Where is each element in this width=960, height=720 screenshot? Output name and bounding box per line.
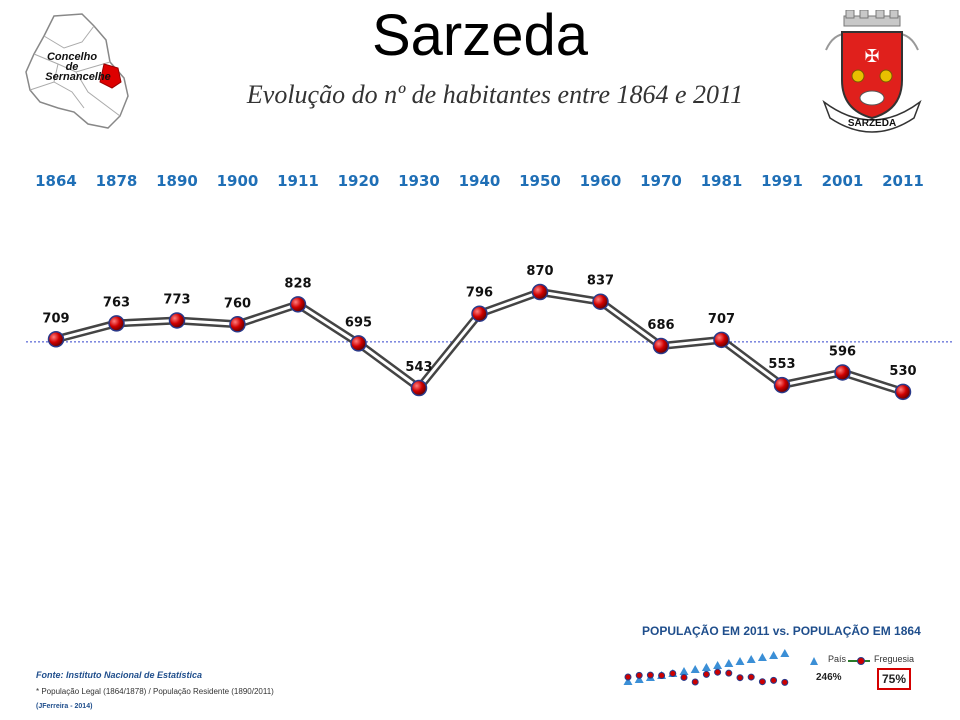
data-point-1920	[350, 335, 367, 352]
mini-pais-marker	[724, 659, 734, 667]
data-label-2001: 596	[829, 344, 856, 359]
year-label-1864: 1864	[35, 172, 77, 190]
mini-freguesia-marker	[624, 673, 632, 681]
year-label-1920: 1920	[338, 172, 380, 190]
mini-freguesia-marker	[635, 671, 643, 679]
year-label-1878: 1878	[96, 172, 138, 190]
data-label-1878: 763	[103, 295, 130, 310]
year-label-1970: 1970	[640, 172, 682, 190]
data-label-1911: 828	[284, 276, 311, 291]
pais-percentage: 246%	[816, 672, 842, 683]
municipality-map-logo: Concelho de Sernancelhe	[25, 13, 129, 129]
mini-freguesia-marker	[646, 671, 654, 679]
map-label-line2: de	[66, 61, 79, 73]
data-point-1991	[773, 376, 791, 394]
parish-highlight	[99, 63, 122, 89]
page-title: Sarzeda	[371, 3, 589, 68]
data-point-1950	[531, 283, 549, 301]
data-label-1920: 695	[345, 315, 372, 330]
data-point-2011	[894, 383, 912, 401]
mini-pais-marker	[746, 655, 756, 663]
data-point-1960	[592, 293, 609, 310]
mini-freguesia-marker	[725, 669, 733, 677]
legend-triangle-icon	[810, 657, 818, 665]
comparison-title: POPULAÇÃO EM 2011 vs. POPULAÇÃO EM 1864	[642, 624, 921, 638]
year-label-1981: 1981	[701, 172, 743, 190]
year-label-1960: 1960	[580, 172, 622, 190]
data-point-1900	[229, 316, 246, 333]
mini-freguesia-marker	[781, 678, 789, 686]
svg-text:✠: ✠	[864, 46, 879, 67]
mini-freguesia-marker	[680, 673, 688, 681]
data-label-1900: 760	[224, 296, 251, 311]
mini-freguesia-marker	[714, 668, 722, 676]
mini-freguesia-marker	[770, 676, 778, 684]
data-label-1890: 773	[163, 292, 190, 307]
legend-freguesia-marker	[852, 657, 870, 665]
data-point-1930	[410, 379, 428, 397]
mini-freguesia-marker	[747, 673, 755, 681]
footnote: * População Legal (1864/1878) / Populaçã…	[36, 687, 274, 696]
year-label-1900: 1900	[217, 172, 259, 190]
author-credit: (JFerreira - 2014)	[36, 703, 93, 710]
data-point-1890	[168, 312, 186, 329]
data-point-1911	[289, 296, 307, 313]
legend-pais-label: País	[828, 654, 847, 664]
data-point-1878	[108, 315, 125, 332]
mini-pais-marker	[701, 663, 711, 671]
data-label-1950: 870	[526, 264, 553, 279]
year-label-2001: 2001	[822, 172, 864, 190]
data-label-1981: 707	[708, 312, 735, 327]
data-point-1981	[713, 331, 730, 349]
population-line-chart: 1864 1878 1890 1900 1911 1920 1930 1940 1950 1960…	[26, 172, 954, 401]
data-label-1940: 796	[466, 286, 493, 301]
mini-freguesia-marker	[702, 670, 710, 678]
data-label-1960: 837	[587, 274, 614, 289]
map-label-line3: Sernancelhe	[45, 71, 110, 83]
year-label-2011: 2011	[882, 172, 924, 190]
crest-label: SARZEDA	[848, 118, 896, 129]
mini-pais-marker	[713, 661, 723, 669]
data-point-1970	[652, 337, 670, 355]
year-label-1991: 1991	[761, 172, 803, 190]
data-point-1940	[471, 305, 488, 322]
data-point-1864	[47, 331, 65, 348]
mini-freguesia-marker	[669, 669, 677, 677]
parish-coat-of-arms: ✠ SARZEDA	[822, 10, 922, 133]
year-label-1940: 1940	[459, 172, 501, 190]
mini-pais-marker	[690, 665, 700, 673]
data-source: Fonte: Instituto Nacional de Estatística	[36, 670, 203, 680]
data-label-2011: 530	[889, 364, 916, 379]
mini-pais-marker	[623, 677, 633, 685]
data-label-1970: 686	[647, 318, 674, 333]
year-label-1930: 1930	[398, 172, 440, 190]
mini-pais-marker	[757, 653, 767, 661]
mini-pais-marker	[679, 667, 689, 675]
comparison-mini-chart	[623, 649, 790, 686]
mini-pais-marker	[769, 651, 779, 659]
data-label-1991: 553	[768, 357, 795, 372]
year-label-1890: 1890	[156, 172, 198, 190]
mini-freguesia-marker	[691, 678, 699, 686]
mini-pais-marker	[634, 675, 644, 683]
data-label-1930: 543	[405, 360, 432, 375]
data-label-1864: 709	[42, 311, 69, 326]
page-subtitle: Evolução do nº de habitantes entre 1864 …	[246, 80, 744, 109]
legend-freguesia-label: Freguesia	[874, 654, 915, 664]
mini-freguesia-marker	[736, 674, 744, 682]
year-label-1950: 1950	[519, 172, 561, 190]
map-label-line1: Concelho	[47, 51, 97, 63]
year-label-1911: 1911	[277, 172, 319, 190]
mini-freguesia-marker	[758, 678, 766, 686]
mini-pais-marker	[780, 649, 790, 657]
freguesia-percentage: 75%	[877, 668, 911, 690]
mini-freguesia-marker	[658, 671, 666, 679]
mini-pais-marker	[735, 657, 745, 665]
data-point-2001	[834, 364, 851, 381]
